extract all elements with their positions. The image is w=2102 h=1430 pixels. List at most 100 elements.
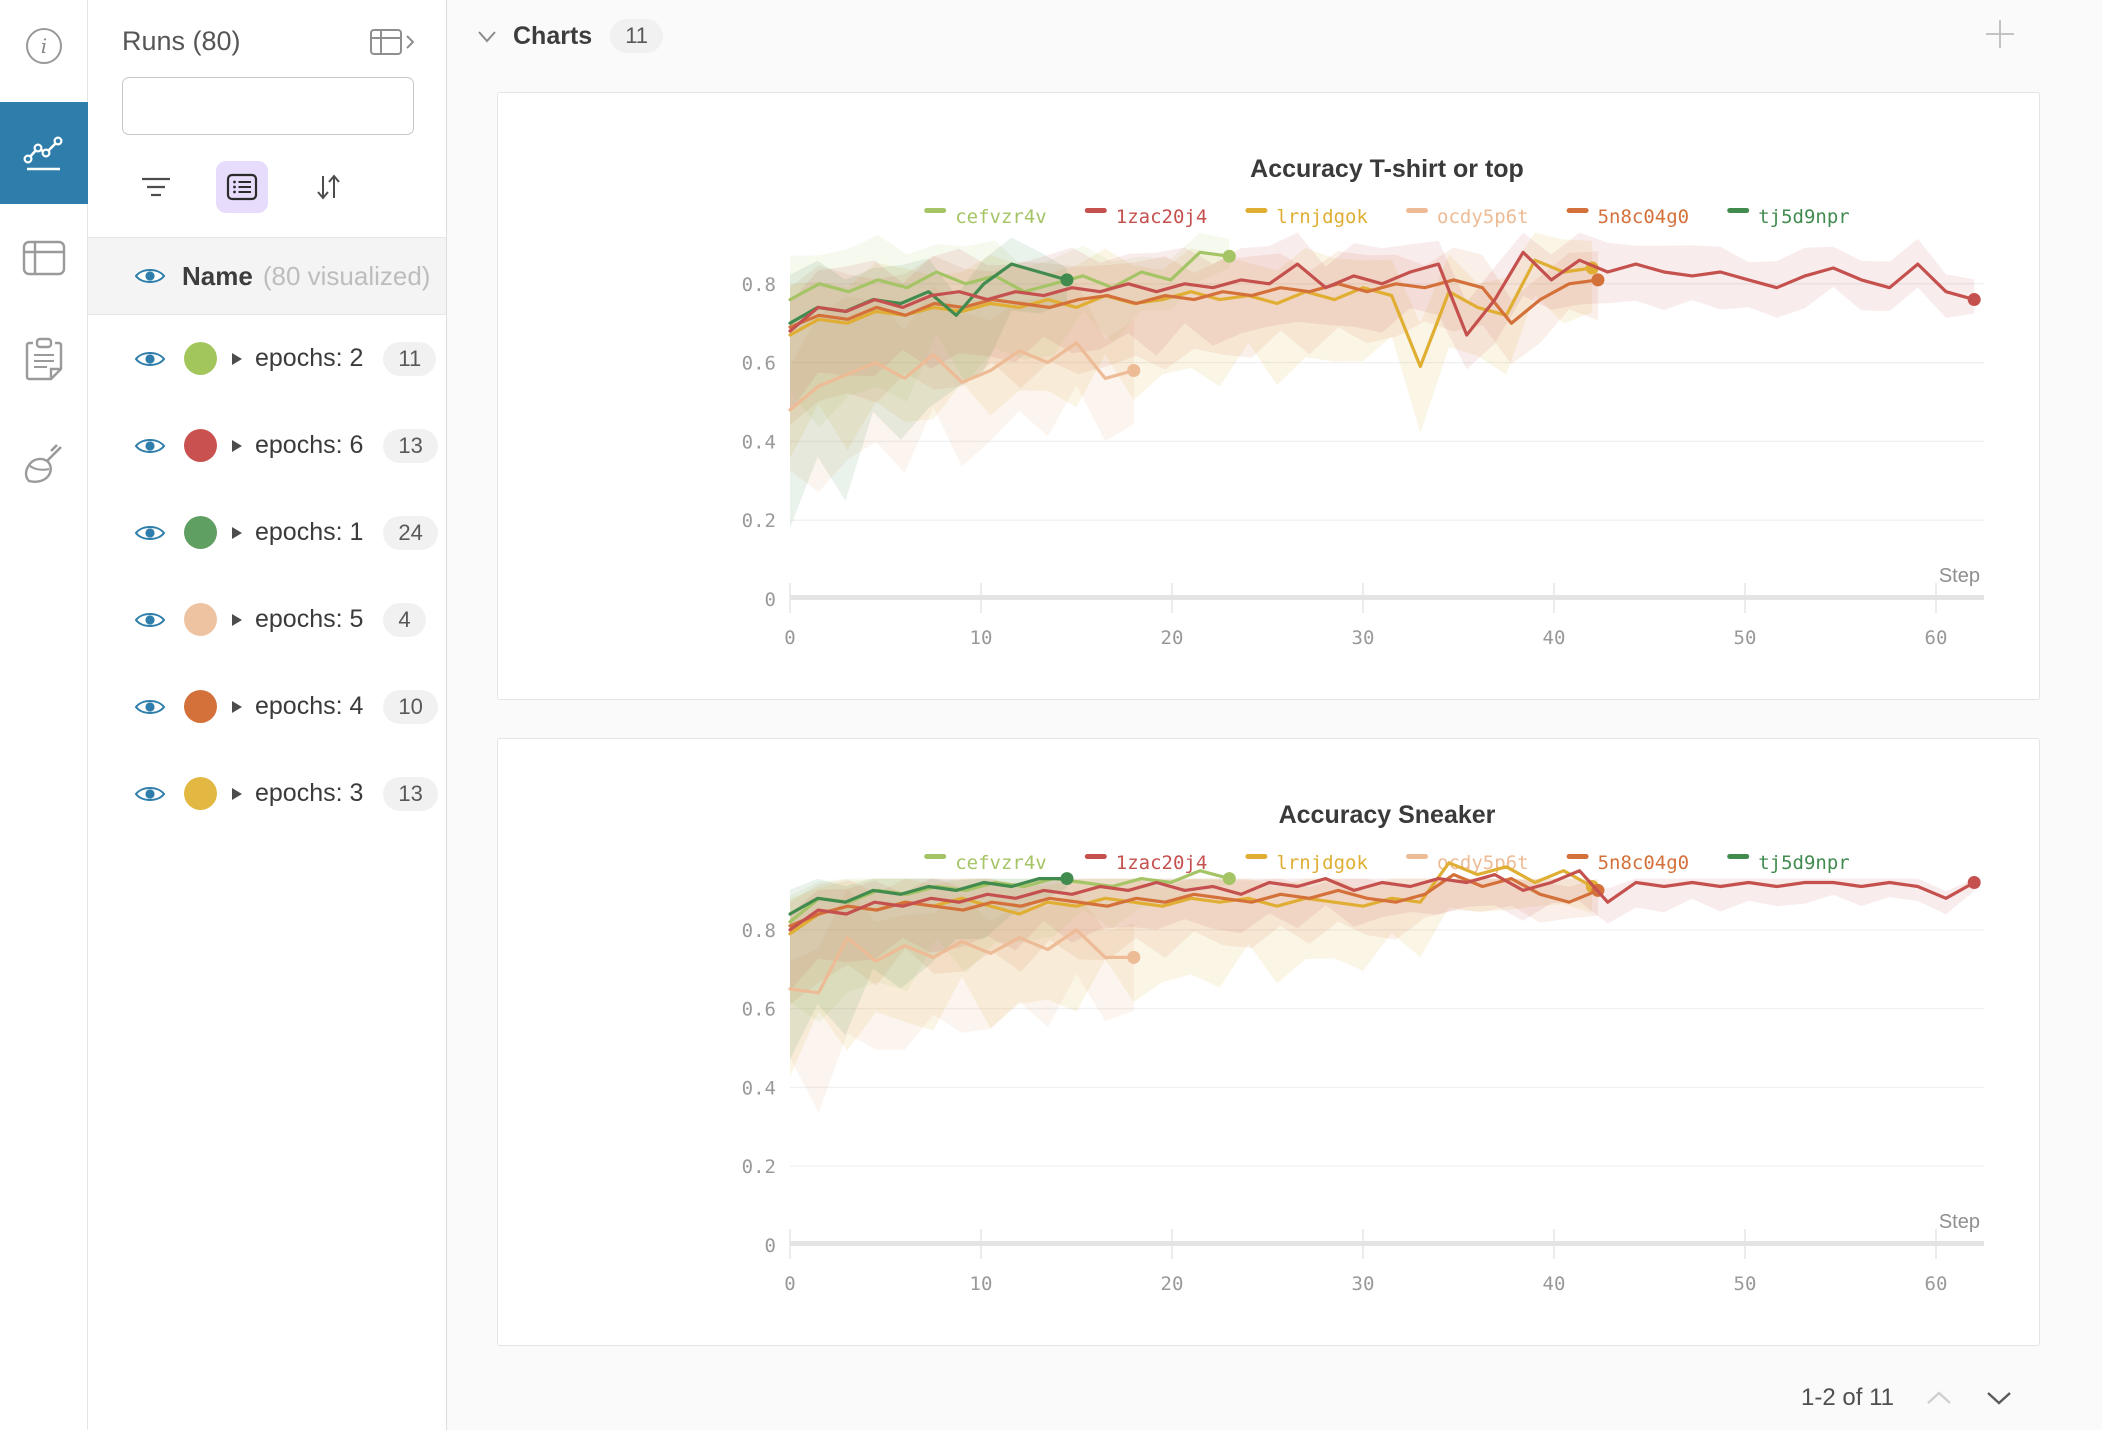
sort-button[interactable] [302,161,354,213]
x-axis-tick-label: 60 [1925,1273,1948,1295]
caret-right-icon[interactable] [231,612,243,628]
legend-label: 5n8c04g0 [1598,206,1690,228]
series-end-dot [1967,293,1981,307]
line-chart-icon [23,136,63,171]
legend-label: tj5d9npr [1758,852,1850,874]
legend-item[interactable]: 5n8c04g0 [1566,206,1690,228]
caret-right-icon[interactable] [231,786,243,802]
legend-swatch [924,208,947,213]
confidence-band [790,878,1230,1023]
charts-section: Charts 11 Accuracy T-shirt or top cefvzr4… [447,0,2102,1430]
run-group-label: epochs: 2 [255,344,364,372]
caret-right-icon[interactable] [231,525,243,541]
eye-icon[interactable] [134,522,166,544]
plus-icon [1986,20,2014,48]
legend-item[interactable]: 5n8c04g0 [1566,852,1690,874]
notes-button[interactable] [0,314,88,406]
x-axis-tick-label: 20 [1161,1273,1184,1295]
x-axis-tick-label: 50 [1734,627,1757,649]
divider [88,237,446,238]
confidence-band [790,237,1067,528]
eye-icon[interactable] [134,696,166,718]
filter-button[interactable] [130,161,182,213]
confidence-band [790,232,1230,428]
charts-view-button[interactable] [0,102,88,204]
legend-swatch [924,854,947,859]
pagination-label: 1-2 of 11 [1801,1384,1894,1411]
caret-right-icon[interactable] [231,351,243,367]
caret-right-icon[interactable] [231,699,243,715]
x-axis-tick-label: 20 [1161,627,1184,649]
visualized-header-row[interactable]: Name (80 visualized) [88,238,446,315]
search-input[interactable] [145,93,433,119]
eye-icon[interactable] [134,609,166,631]
chart-panel[interactable]: Accuracy T-shirt or top cefvzr4v 1zac20j4 l… [497,92,2040,700]
name-column-label: Name [182,260,253,291]
line-series-tj5d9npr [788,877,1069,916]
legend-swatch [1727,854,1750,859]
expand-table-button[interactable] [370,27,416,57]
run-group-row[interactable]: epochs: 2 11 [88,315,446,402]
x-axis-tick-label: 30 [1352,1273,1375,1295]
broom-icon [24,444,62,483]
run-group-row[interactable]: epochs: 3 13 [88,750,446,837]
legend-swatch [1084,854,1107,859]
legend-item[interactable]: 1zac20j4 [1084,852,1208,874]
list-view-button[interactable] [216,161,268,213]
eye-icon[interactable] [134,348,166,370]
run-group-row[interactable]: epochs: 1 24 [88,489,446,576]
legend-item[interactable]: cefvzr4v [924,852,1047,874]
x-axis-title: Step [1939,565,1980,587]
legend-item[interactable]: 1zac20j4 [1084,206,1208,228]
chart-svg: Accuracy T-shirt or top cefvzr4v 1zac20j4 l… [742,155,1984,649]
eye-icon[interactable] [134,783,166,805]
next-page-button[interactable] [1984,1389,2014,1407]
eye-icon[interactable] [134,265,166,287]
run-color-dot [184,777,217,810]
legend-item[interactable]: lrnjdgok [1245,206,1368,228]
run-group-label: epochs: 5 [255,605,364,633]
confidence-band [790,282,1134,492]
confidence-band [790,878,1598,1005]
legend-item[interactable]: cefvzr4v [924,206,1047,228]
series-end-dot [1127,950,1141,964]
run-color-dot [184,516,217,549]
confidence-band [790,247,1598,426]
caret-right-icon[interactable] [231,438,243,454]
x-axis-tick-label: 60 [1925,627,1948,649]
runs-panel-title: Runs (80) [122,26,241,56]
legend-item[interactable]: tj5d9npr [1727,852,1850,874]
run-group-row[interactable]: epochs: 4 10 [88,663,446,750]
legend-item[interactable]: tj5d9npr [1727,206,1850,228]
runs-search-box[interactable] [122,77,433,135]
info-button[interactable]: i [0,0,88,92]
legend-swatch [1406,208,1428,213]
run-group-row[interactable]: epochs: 6 13 [88,402,446,489]
legend-swatch [1245,208,1268,213]
chart-title: Accuracy Sneaker [1279,801,1496,829]
y-axis-tick-label: 0.4 [742,1077,776,1099]
run-group-row[interactable]: epochs: 5 4 [88,576,446,663]
y-axis-tick-label: 0.2 [742,1156,776,1178]
previous-page-button[interactable] [1924,1389,1954,1407]
sort-icon [317,174,340,200]
legend-item[interactable]: ocdy5p6t [1406,206,1529,228]
chart-panel[interactable]: Accuracy Sneaker cefvzr4v 1zac20j4 lrnjdgok… [497,738,2040,1346]
legend-swatch [1084,208,1107,213]
sweeps-button[interactable] [0,420,88,512]
legend-label: 1zac20j4 [1116,852,1208,874]
eye-icon[interactable] [134,435,166,457]
run-color-dot [184,342,217,375]
line-series-1zac20j4 [788,250,1976,337]
legend-label: cefvzr4v [955,206,1047,228]
chart-svg: Accuracy Sneaker cefvzr4v 1zac20j4 lrnjdgok… [742,801,1984,1295]
add-panel-button[interactable] [1982,16,2018,57]
table-view-button[interactable] [0,212,88,304]
legend-swatch [1566,208,1589,213]
y-axis-tick-label: 0.4 [742,431,776,453]
legend-item[interactable]: lrnjdgok [1245,852,1368,874]
charts-count-badge: 11 [610,19,664,53]
series-end-dot [1060,872,1074,886]
section-collapse-chevron-icon[interactable] [475,26,499,46]
table-expand-icon [370,28,415,55]
